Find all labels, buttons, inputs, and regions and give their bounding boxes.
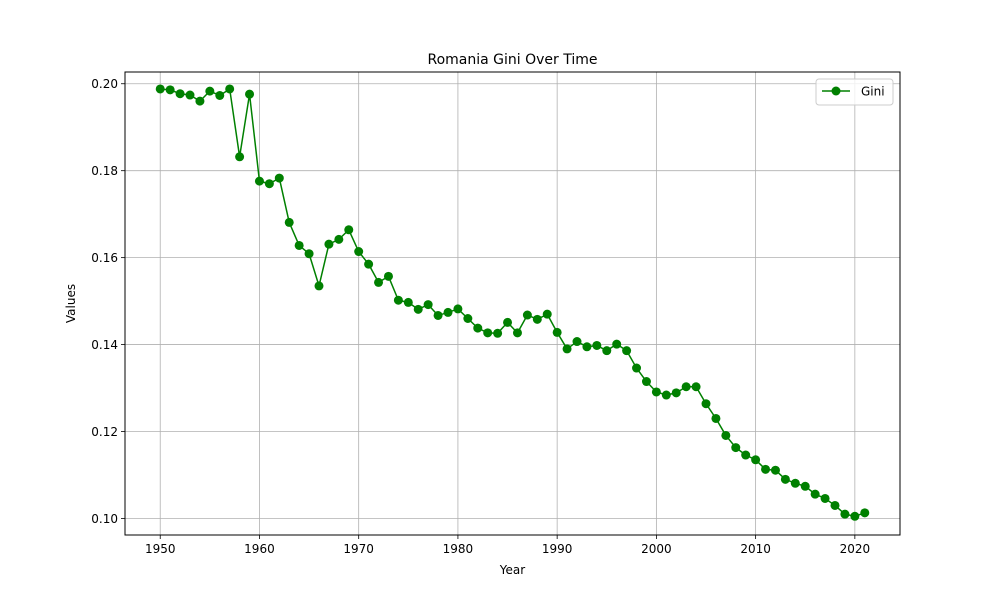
- data-point: [165, 85, 175, 95]
- data-point: [632, 363, 642, 373]
- data-point: [393, 295, 403, 305]
- data-point: [383, 271, 393, 281]
- data-point: [711, 413, 721, 423]
- data-point: [493, 328, 503, 338]
- data-point: [413, 304, 423, 314]
- data-point: [503, 317, 513, 327]
- data-point: [661, 390, 671, 400]
- data-point: [830, 500, 840, 510]
- data-point: [592, 340, 602, 350]
- data-point: [483, 328, 493, 338]
- data-point: [185, 90, 195, 100]
- legend: Gini: [815, 78, 894, 106]
- data-point: [264, 179, 274, 189]
- data-point: [344, 225, 354, 235]
- chart-title: Romania Gini Over Time: [427, 52, 597, 68]
- data-point: [780, 474, 790, 484]
- data-point: [274, 173, 284, 183]
- data-point: [403, 297, 413, 307]
- data-point: [612, 339, 622, 349]
- data-point: [364, 259, 374, 269]
- data-point: [751, 455, 761, 465]
- data-point: [155, 84, 165, 94]
- x-axis-label: Year: [499, 563, 525, 577]
- data-point: [284, 217, 294, 227]
- data-point: [671, 388, 681, 398]
- data-point: [582, 342, 592, 352]
- data-point: [731, 443, 741, 453]
- y-axis-label: Values: [64, 284, 78, 323]
- x-tick-label: 2000: [641, 542, 672, 556]
- data-point: [602, 346, 612, 356]
- data-point: [770, 465, 780, 475]
- data-point: [761, 464, 771, 474]
- x-tick-label: 1970: [343, 542, 374, 556]
- data-point: [641, 377, 651, 387]
- data-point: [681, 382, 691, 392]
- data-point: [463, 313, 473, 323]
- data-point: [741, 450, 751, 460]
- data-point: [850, 511, 860, 521]
- data-point: [354, 247, 364, 257]
- data-point: [433, 310, 443, 320]
- y-tick-label: 0.14: [91, 338, 118, 352]
- y-tick-label: 0.12: [91, 425, 118, 439]
- x-tick-label: 1990: [542, 542, 573, 556]
- data-point: [721, 430, 731, 440]
- data-point: [254, 176, 264, 186]
- data-point: [562, 344, 572, 354]
- data-point: [522, 310, 532, 320]
- y-tick-label: 0.18: [91, 164, 118, 178]
- data-point: [800, 481, 810, 491]
- data-point: [810, 489, 820, 499]
- y-tick-label: 0.16: [91, 251, 118, 265]
- data-point: [691, 382, 701, 392]
- x-tick-label: 2010: [740, 542, 771, 556]
- legend-marker: [831, 86, 841, 96]
- data-point: [215, 90, 225, 100]
- grid: [125, 72, 900, 535]
- data-point: [423, 300, 433, 310]
- data-point: [205, 86, 215, 96]
- x-tick-label: 1960: [244, 542, 275, 556]
- data-point: [225, 84, 235, 94]
- y-tick-label: 0.20: [91, 77, 118, 91]
- x-tick-label: 1980: [443, 542, 474, 556]
- data-point: [195, 96, 205, 106]
- data-point: [542, 309, 552, 319]
- data-point: [651, 387, 661, 397]
- legend-label: Gini: [861, 85, 885, 99]
- data-point: [453, 304, 463, 314]
- data-point: [443, 307, 453, 317]
- data-point: [790, 478, 800, 488]
- series-layer: [155, 84, 870, 521]
- plot-frame: [124, 71, 901, 536]
- data-point: [552, 327, 562, 337]
- data-point: [572, 337, 582, 347]
- data-point: [314, 281, 324, 291]
- data-point: [701, 399, 711, 409]
- data-point: [245, 89, 255, 99]
- legend-box: [815, 78, 894, 106]
- data-point: [532, 314, 542, 324]
- data-point: [294, 240, 304, 250]
- data-point: [840, 509, 850, 519]
- y-tick-label: 0.10: [91, 512, 118, 526]
- data-point: [374, 277, 384, 287]
- data-point: [512, 328, 522, 338]
- data-point: [324, 239, 334, 249]
- ticks: 1950 1960 1970 1980 1990 2000 2010 2020 0.10 0.12…: [91, 77, 870, 556]
- data-point: [304, 249, 314, 259]
- data-point: [820, 493, 830, 503]
- x-tick-label: 2020: [840, 542, 871, 556]
- data-point: [473, 323, 483, 333]
- data-point: [175, 89, 185, 99]
- data-point: [622, 346, 632, 356]
- data-point: [334, 234, 344, 244]
- data-point: [235, 152, 245, 162]
- x-tick-label: 1950: [145, 542, 176, 556]
- data-point: [860, 508, 870, 518]
